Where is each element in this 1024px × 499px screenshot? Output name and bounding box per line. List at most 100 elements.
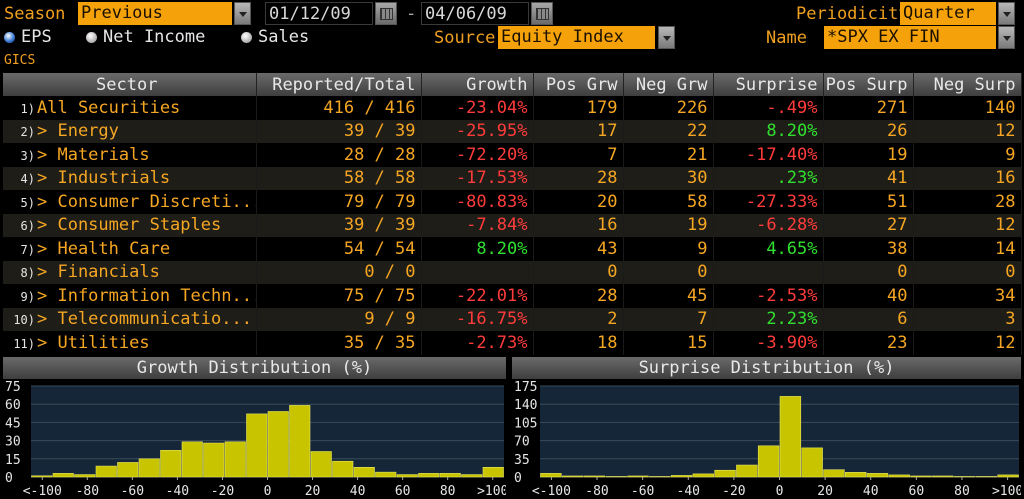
header-sector[interactable]: Sector — [3, 73, 257, 96]
y-tick-label: 15 — [5, 453, 21, 468]
cell-neg-surp: 140 — [913, 96, 1022, 120]
radio-eps[interactable]: EPS — [4, 27, 52, 47]
cell-reported: 39 / 39 — [256, 119, 422, 143]
header-reported-total[interactable]: Reported/Total — [256, 73, 422, 96]
histogram-bar — [181, 441, 203, 478]
header-pos-grw[interactable]: Pos Grw — [533, 73, 624, 96]
cell-surprise: 2.23% — [713, 307, 824, 331]
y-tick-label: 175 — [514, 380, 537, 395]
gics-label: GICS — [4, 53, 36, 68]
cell-neg-surp: 12 — [913, 213, 1022, 237]
cell-growth: -7.84% — [421, 213, 534, 237]
sector-cell[interactable]: 11) > Utilities — [3, 331, 257, 355]
y-tick-label: 35 — [514, 453, 530, 468]
sector-cell[interactable]: 8) > Financials — [3, 260, 257, 284]
sector-cell[interactable]: 6) > Consumer Staples — [3, 213, 257, 237]
table-row[interactable]: 1) All Securities 416 / 416 -23.04% 179 226 -.… — [3, 96, 1022, 120]
growth-distribution-title: Growth Distribution (%) — [3, 357, 506, 379]
x-tick-label: 60 — [909, 484, 925, 499]
cell-neg-surp: 28 — [913, 190, 1022, 214]
histogram-bar — [95, 465, 117, 478]
cell-neg-grw: 22 — [623, 119, 714, 143]
table-row[interactable]: 9) > Information Techn... 75 / 75 -22.01% 28… — [3, 284, 1022, 308]
sector-name: > Energy — [37, 121, 119, 142]
table-row[interactable]: 10) > Telecommunicatio... 9 / 9 -16.75% 2 7 2.… — [3, 307, 1022, 331]
radio-net-income[interactable]: Net Income — [86, 27, 205, 47]
sector-cell[interactable]: 7) > Health Care — [3, 237, 257, 261]
table-row[interactable]: 3) > Materials 28 / 28 -72.20% 7 21 -17.40% 19 9 — [3, 143, 1022, 167]
cell-pos-grw: 18 — [533, 331, 624, 355]
header-neg-grw[interactable]: Neg Grw — [623, 73, 714, 96]
sector-cell[interactable]: 1) All Securities — [3, 96, 257, 120]
source-dropdown[interactable]: Equity Index — [498, 26, 655, 49]
table-row[interactable]: 2) > Energy 39 / 39 -25.95% 17 22 8.20% 26 12 — [3, 119, 1022, 143]
row-number: 4) — [20, 172, 35, 187]
cell-reported: 28 / 28 — [256, 143, 422, 167]
x-tick-label: >100 — [992, 484, 1021, 499]
name-dropdown-arrow-icon[interactable] — [998, 26, 1015, 49]
x-tick-label: 80 — [440, 484, 456, 499]
sector-cell[interactable]: 9) > Information Techn... — [3, 284, 257, 308]
cell-reported: 0 / 0 — [256, 260, 422, 284]
date-from-input[interactable]: 01/12/09 — [265, 2, 373, 25]
sector-cell[interactable]: 10) > Telecommunicatio... — [3, 307, 257, 331]
cell-pos-surp: 26 — [823, 119, 914, 143]
table-row[interactable]: 6) > Consumer Staples 39 / 39 -7.84% 16 19 -6.… — [3, 213, 1022, 237]
name-dropdown[interactable]: *SPX EX FIN — [824, 26, 996, 49]
x-tick-label: 60 — [395, 484, 411, 499]
row-number: 2) — [20, 125, 35, 140]
season-dropdown-arrow-icon[interactable] — [234, 2, 251, 25]
cell-pos-surp: 271 — [823, 96, 914, 120]
histogram-bar — [246, 413, 268, 478]
histogram-bar — [289, 405, 311, 478]
periodicity-dropdown[interactable]: Quarter — [900, 2, 996, 25]
histogram-bar — [975, 476, 998, 478]
date-from-calendar-icon[interactable] — [375, 2, 397, 25]
x-tick-label: -20 — [722, 484, 745, 499]
periodicity-dropdown-arrow-icon[interactable] — [998, 2, 1015, 25]
row-number: 3) — [20, 148, 35, 163]
cell-surprise: -27.33% — [713, 190, 824, 214]
cell-neg-surp: 0 — [913, 260, 1022, 284]
x-tick-label: -40 — [166, 484, 189, 499]
sector-cell[interactable]: 3) > Materials — [3, 143, 257, 167]
cell-pos-surp: 41 — [823, 166, 914, 190]
table-row[interactable]: 11) > Utilities 35 / 35 -2.73% 18 15 -3.90% 23 1… — [3, 331, 1022, 355]
histogram-bar — [117, 462, 139, 478]
sector-cell[interactable]: 4) > Industrials — [3, 166, 257, 190]
y-tick-label: 75 — [5, 380, 21, 395]
table-row[interactable]: 5) > Consumer Discreti... 79 / 79 -80.83% 20… — [3, 190, 1022, 214]
season-dropdown[interactable]: Previous — [78, 2, 232, 25]
histogram-bar — [332, 460, 354, 478]
header-pos-surp[interactable]: Pos Surp — [823, 73, 914, 96]
cell-pos-grw: 16 — [533, 213, 624, 237]
growth-distribution-chart: 75 60 45 30 15 0 <-100 -80 -60 -40 -20 0 20 40 60 80 >10… — [5, 380, 508, 499]
table-row[interactable]: 4) > Industrials 58 / 58 -17.53% 28 30.23% 41 1… — [3, 166, 1022, 190]
cell-pos-grw: 17 — [533, 119, 624, 143]
cell-growth: -2.73% — [421, 331, 534, 355]
source-dropdown-arrow-icon[interactable] — [658, 26, 675, 49]
date-to-calendar-icon[interactable] — [531, 2, 553, 25]
cell-neg-grw: 45 — [623, 284, 714, 308]
cell-reported: 416 / 416 — [256, 96, 422, 120]
histogram-bar — [561, 475, 584, 478]
cell-neg-surp: 12 — [913, 331, 1022, 355]
cell-pos-grw: 28 — [533, 284, 624, 308]
cell-neg-grw: 0 — [623, 260, 714, 284]
cell-pos-surp: 0 — [823, 260, 914, 284]
header-neg-surp[interactable]: Neg Surp — [913, 73, 1022, 96]
y-tick-label: 0 — [5, 471, 13, 486]
cell-reported: 58 / 58 — [256, 166, 422, 190]
x-tick-label: 40 — [350, 484, 366, 499]
cell-neg-grw: 15 — [623, 331, 714, 355]
header-surprise[interactable]: Surprise — [713, 73, 824, 96]
sector-cell[interactable]: 2) > Energy — [3, 119, 257, 143]
radio-sales[interactable]: Sales — [241, 27, 309, 47]
table-row[interactable]: 7) > Health Care 54 / 54 8.20% 43 9 4.65% 38 14 — [3, 237, 1022, 261]
date-to-input[interactable]: 04/06/09 — [421, 2, 529, 25]
season-label: Season — [4, 4, 66, 24]
y-tick-label: 70 — [514, 435, 530, 450]
header-growth[interactable]: Growth — [421, 73, 534, 96]
sector-cell[interactable]: 5) > Consumer Discreti... — [3, 190, 257, 214]
